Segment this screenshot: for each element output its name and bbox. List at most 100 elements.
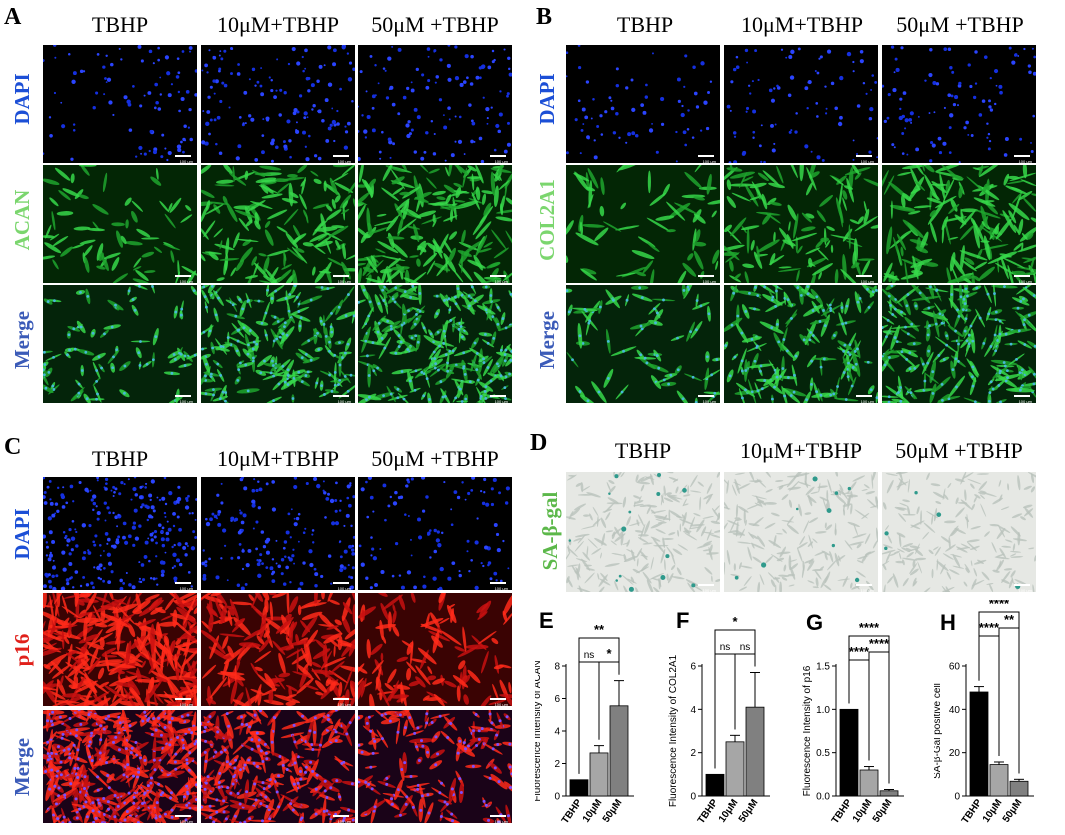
significance-label: * <box>732 614 738 629</box>
panel-d-col-2: 10μM+TBHP <box>722 438 880 464</box>
x-tick-label: 10μM <box>581 797 605 824</box>
tile-c-merge-50: 100 μm <box>358 710 512 823</box>
bar-2 <box>610 706 628 796</box>
y-tick-label: 0.0 <box>816 792 830 803</box>
panel-b-label: B <box>536 4 552 31</box>
tile-a-dapi-50: 100 μm <box>358 45 512 163</box>
scale-bar <box>175 815 191 817</box>
tile-c-dapi-tbhp: 100 μm <box>43 477 197 590</box>
bar-1 <box>726 742 744 796</box>
chart-h-svg: HSA-β-Gal positive cell0204060TBHP10μM50… <box>934 600 1065 830</box>
significance-label: * <box>606 646 612 661</box>
scale-bar <box>333 155 349 157</box>
scale-bar-label: 100 μm <box>338 279 351 283</box>
scale-bar-label: 100 μm <box>180 279 193 283</box>
scale-bar-label: 100 μm <box>495 279 508 283</box>
significance-label: ** <box>1004 612 1015 627</box>
scale-bar-label: 100 μm <box>703 159 716 163</box>
scale-bar <box>333 582 349 584</box>
tile-b-merge-tbhp: 100 μm <box>566 285 720 403</box>
panel-c-label: C <box>4 434 21 461</box>
scale-bar-label: 100 μm <box>1019 279 1032 283</box>
x-tick-label: 50μM <box>1001 797 1025 824</box>
scale-bar <box>175 155 191 157</box>
significance-label: ns <box>584 650 595 661</box>
scale-bar <box>1014 275 1030 277</box>
y-axis-label: Fluorescence Intensity of p16 <box>802 665 813 796</box>
scale-bar-label: 100 μm <box>861 588 874 592</box>
panel-b-row-merge: Merge <box>534 280 560 400</box>
chart-panel-label: G <box>806 610 823 635</box>
scale-bar-label: 100 μm <box>338 702 351 706</box>
scale-bar <box>175 582 191 584</box>
scale-bar-label: 100 μm <box>495 702 508 706</box>
panel-b-col-2: 10μM+TBHP <box>724 12 880 38</box>
x-tick-label: 10μM <box>717 797 741 824</box>
tile-c-p16-10: 100 μm <box>201 593 355 706</box>
panel-d-label: D <box>530 430 547 457</box>
x-tick-label: TBHP <box>830 797 855 826</box>
y-tick-label: 6 <box>554 694 560 705</box>
tile-c-merge-tbhp: 100 μm <box>43 710 197 823</box>
tile-d-sagal-10: 100 μm <box>724 472 878 592</box>
significance-label: **** <box>869 636 890 651</box>
scale-bar <box>490 582 506 584</box>
tile-c-p16-tbhp: 100 μm <box>43 593 197 706</box>
panel-c-row-dapi: DAPI <box>9 474 35 594</box>
scale-bar <box>490 815 506 817</box>
scale-bar <box>698 155 714 157</box>
scale-bar-label: 100 μm <box>703 588 716 592</box>
scale-bar-label: 100 μm <box>180 702 193 706</box>
scale-bar <box>856 395 872 397</box>
tile-d-sagal-50: 100 μm <box>882 472 1036 592</box>
panel-a-row-dapi: DAPI <box>9 39 35 159</box>
panel-c-row-p16: p16 <box>9 590 35 710</box>
tile-b-merge-50: 100 μm <box>882 285 1036 403</box>
x-tick-label: 50μM <box>871 797 895 824</box>
significance-label: ns <box>740 642 751 653</box>
panel-d-col-1: TBHP <box>564 438 722 464</box>
panel-b-row-col2a1: COL2A1 <box>534 160 560 280</box>
scale-bar <box>490 395 506 397</box>
y-tick-label: 4 <box>554 727 560 738</box>
panel-b-col-1: TBHP <box>567 12 723 38</box>
tile-b-col2a1-tbhp: 100 μm <box>566 165 720 283</box>
y-tick-label: 0 <box>954 792 960 803</box>
significance-label: ns <box>720 642 731 653</box>
tile-c-merge-10: 100 μm <box>201 710 355 823</box>
y-tick-label: 0.5 <box>816 748 830 759</box>
scale-bar <box>698 275 714 277</box>
x-tick-label: 10μM <box>981 797 1005 824</box>
scale-bar <box>856 155 872 157</box>
panel-c-row-merge: Merge <box>9 707 35 827</box>
x-tick-label: 50μM <box>737 797 761 824</box>
y-axis-label: Fluorescence Intensity of ACAN <box>535 660 543 801</box>
scale-bar <box>490 698 506 700</box>
scale-bar <box>1014 584 1030 586</box>
x-tick-label: 10μM <box>851 797 875 824</box>
chart-panel-label: E <box>539 608 554 633</box>
significance-label: **** <box>859 620 880 635</box>
scale-bar <box>698 584 714 586</box>
panel-b-col-3: 50μM +TBHP <box>882 12 1038 38</box>
scale-bar-label: 100 μm <box>1019 588 1032 592</box>
y-tick-label: 0 <box>554 792 560 803</box>
tile-b-merge-10: 100 μm <box>724 285 878 403</box>
scale-bar <box>856 584 872 586</box>
panel-a-row-acan: ACAN <box>9 160 35 280</box>
scale-bar <box>490 275 506 277</box>
y-tick-label: 2 <box>554 759 560 770</box>
panel-a-row-merge: Merge <box>9 280 35 400</box>
tile-d-sagal-tbhp: 100 μm <box>566 472 720 592</box>
x-tick-label: 50μM <box>601 797 625 824</box>
significance-label: **** <box>979 620 1000 635</box>
scale-bar-label: 100 μm <box>495 159 508 163</box>
x-tick-label: TBHP <box>560 797 585 826</box>
scale-bar-label: 100 μm <box>180 159 193 163</box>
tile-c-p16-50: 100 μm <box>358 593 512 706</box>
tile-a-merge-10: 100 μm <box>201 285 355 403</box>
